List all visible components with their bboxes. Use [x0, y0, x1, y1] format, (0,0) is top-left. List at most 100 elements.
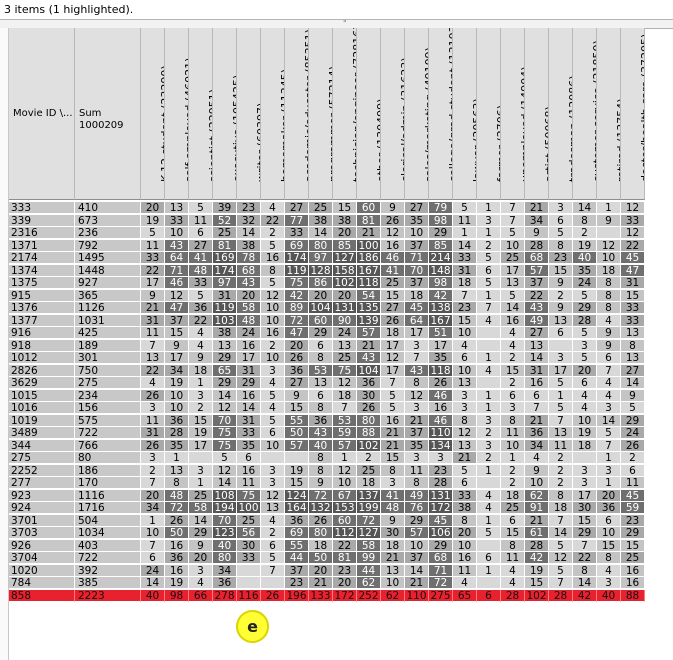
heatmap-cell: 127: [333, 252, 357, 264]
table-row[interactable]: 2826 750 22 34 18 65 31 3 36 53 75 104 17 43 118 10 4 15 3…: [9, 364, 645, 377]
table-row[interactable]: 918 189 7 9 4 13 16 2 20 6 13 21 17 3 17 4 4 13 3 9 8: [9, 339, 645, 352]
column-header-occupation[interactable]: executive (105425): [213, 28, 237, 200]
column-header-occupation[interactable]: technician/engineer (72816): [333, 28, 357, 200]
table-row[interactable]: 1371 792 11 43 27 81 38 5 69 80 85 100 16 37 85 14 2 10 28…: [9, 239, 645, 252]
movie-id-cell: 339: [9, 214, 75, 227]
heatmap-cell: 40: [309, 439, 333, 452]
table-row[interactable]: 916 425 11 15 4 38 24 16 47 29 24 57 18 17 51 10 4 27 6 5 9 1…: [9, 327, 645, 339]
table-row[interactable]: 275 80 3 1 5 6 8 1 2 15 3 3 21 2 1 4 2 1 2: [9, 452, 645, 464]
table-row[interactable]: 926 403 7 16 9 40 30 6 55 18 22 58 18 10 29 10 8 28 5 7 15 15: [9, 539, 645, 552]
column-header-movie-id[interactable]: Movie ID \...: [9, 28, 75, 200]
table-row[interactable]: 3701 504 1 26 14 70 25 4 36 26 60 72 9 29 45 8 1 6 21 7 15 6 2…: [9, 514, 645, 527]
heatmap-cell: 172: [429, 502, 453, 514]
table-row[interactable]: 1019 575 11 36 15 70 31 5 55 36 53 80 16 21 46 8 3 8 21 7 10…: [9, 414, 645, 427]
column-header-occupation[interactable]: college/grad student (131032): [429, 28, 453, 200]
heatmap-cell: 57: [405, 527, 429, 539]
heatmap-cell: 5: [573, 327, 597, 339]
column-header-occupation[interactable]: K-12 student (23290): [141, 28, 165, 200]
column-header-occupation[interactable]: customer service (21850): [573, 28, 597, 200]
heatmap-cell: 98: [165, 589, 189, 602]
table-row[interactable]: 1012 301 13 17 9 29 17 10 26 8 25 43 12 7 35 6 1 2 14 3 5 6 13: [9, 352, 645, 364]
heatmap-cell: 30: [573, 502, 597, 514]
heatmap-cell: 60: [357, 202, 381, 214]
table-row[interactable]: 924 1716 34 72 58 194 100 13 164 132 153 199 48 76 172…: [9, 502, 645, 514]
heatmap-cell: 110: [429, 427, 453, 439]
table-row[interactable]: 333 410 20 13 5 39 23 4 27 25 15 60 9 27 79 5 1 7 21 3 14 1 12: [9, 202, 645, 214]
heatmap-cell: 25: [357, 464, 381, 477]
heatmap-cell: 68: [237, 264, 261, 277]
heatmap-cell: 4: [141, 377, 165, 389]
column-header-occupation[interactable]: writer (60397): [237, 28, 261, 200]
heatmap-cell: 62: [357, 577, 381, 589]
movie-id-cell: 1015: [9, 389, 75, 402]
annotation-marker-e[interactable]: e: [236, 610, 269, 643]
table-row-highlighted[interactable]: 858 2223 40 98 66 278 116 26 196 133 172 252 62 110 27…: [9, 589, 645, 602]
heatmap-cell: 3: [573, 477, 597, 489]
heatmap-cell: 2: [261, 339, 285, 352]
column-header-occupation[interactable]: artist (50068): [525, 28, 549, 200]
heatmap-cell: 8: [453, 414, 477, 427]
table-row[interactable]: 1375 927 17 46 33 97 43 5 75 86 102 118 25 37 98 18 5 13 3…: [9, 277, 645, 289]
heatmap-cell: 102: [525, 589, 549, 602]
sum-header-total: 1000209: [79, 120, 124, 131]
column-header-occupation[interactable]: tradesman (12086): [549, 28, 573, 200]
heatmap-cell: 1: [549, 389, 573, 402]
table-row[interactable]: 1020 392 24 16 3 34 7 37 20 23 44 13 14 71 11 1 4 19 5 8 4 16: [9, 564, 645, 577]
heatmap-cell: 36: [189, 302, 213, 314]
heatmap-cell: 12: [261, 289, 285, 302]
heatmap-cell: 35: [237, 439, 261, 452]
table-row[interactable]: 1015 234 26 10 3 14 16 5 9 6 18 30 5 12 46 3 1 6 6 1 4 4 9: [9, 389, 645, 402]
heatmap-cell: 6: [597, 514, 621, 527]
heatmap-cell: 37: [405, 427, 429, 439]
table-row[interactable]: 3704 722 6 36 20 80 33 5 44 50 81 99 21 37 68 16 6 11 42 12…: [9, 552, 645, 564]
column-header-occupation[interactable]: doctor/health care (37205): [621, 28, 645, 200]
heatmap-cell: 102: [333, 277, 357, 289]
heatmap-cell: 2: [549, 289, 573, 302]
heatmap-cell: 14: [309, 227, 333, 239]
heatmap-cell: 9: [165, 339, 189, 352]
heatmap-cell: 36: [309, 414, 333, 427]
table-row[interactable]: 1374 1448 22 71 48 174 68 8 119 128 158 167 41 70 148 3…: [9, 264, 645, 277]
table-row[interactable]: 2316 236 5 10 6 25 14 2 33 14 20 21 12 10 29 1 1 5 9 5 2 12: [9, 227, 645, 239]
table-row[interactable]: 2174 1495 33 64 41 169 78 16 174 97 127 186 46 71 214 3…: [9, 252, 645, 264]
table-row[interactable]: 2252 186 2 13 3 12 16 3 19 8 12 25 8 11 23 5 1 2 9 2 3 3 6: [9, 464, 645, 477]
heatmap-cell: 18: [405, 289, 429, 302]
column-header-sum[interactable]: Sum 1000209: [75, 28, 141, 200]
table-row[interactable]: 3489 722 31 28 19 75 33 6 50 43 59 88 21 37 110 12 2 11 36…: [9, 427, 645, 439]
movie-id-cell: 918: [9, 339, 75, 352]
column-header-occupation[interactable]: other (130499): [357, 28, 381, 200]
table-row[interactable]: 339 673 19 33 11 52 32 22 77 38 38 81 26 35 98 11 3 7 34 6 8…: [9, 214, 645, 227]
column-header-occupation[interactable]: farmer (2706): [477, 28, 501, 200]
column-header-occupation[interactable]: lawyer (20563): [453, 28, 477, 200]
table-row[interactable]: 277 170 7 8 1 14 11 3 15 9 10 18 3 8 28 6 2 10 2 3 1 11: [9, 477, 645, 489]
heatmap-cell: 8: [405, 477, 429, 489]
column-header-occupation[interactable]: programmer (57214): [309, 28, 333, 200]
column-header-occupation[interactable]: homemaker (11345): [261, 28, 285, 200]
column-header-occupation[interactable]: retired (13754): [597, 28, 621, 200]
column-header-occupation[interactable]: clerical/admin (31623): [381, 28, 405, 200]
heatmap-cell: 14: [405, 564, 429, 577]
heatmap-cell: 4: [261, 514, 285, 527]
table-row[interactable]: 1376 1126 21 47 36 119 58 10 89 104 131 135 27 45 138 2…: [9, 302, 645, 314]
table-row[interactable]: 1016 156 3 10 2 12 14 4 15 8 7 26 5 3 16 3 1 3 7 5 4 3 5: [9, 402, 645, 414]
table-row[interactable]: 3703 1034 10 50 29 123 56 2 69 80 112 127 30 57 106 20 5…: [9, 527, 645, 539]
heatmap-cell: 21: [405, 414, 429, 427]
table-row[interactable]: 1377 1031 31 37 22 103 48 10 72 60 90 139 26 64 167 15 4…: [9, 314, 645, 327]
table-row[interactable]: 344 766 26 35 17 75 35 10 57 40 57 102 21 35 134 13 3 10 3…: [9, 439, 645, 452]
heatmap-cell: 5: [381, 402, 405, 414]
column-header-occupation[interactable]: scientist (22951): [189, 28, 213, 200]
column-header-occupation[interactable]: unemployed (14904): [501, 28, 525, 200]
table-row[interactable]: 923 1116 20 48 25 108 75 12 124 72 67 137 41 49 131 33 4…: [9, 489, 645, 502]
column-header-occupation[interactable]: self-employed (46021): [165, 28, 189, 200]
heatmap-cell: 27: [189, 239, 213, 252]
table-row[interactable]: 3629 275 4 19 1 29 29 4 27 13 12 36 7 8 26 13 2 16 5 6 4 14: [9, 377, 645, 389]
table-row[interactable]: 784 385 14 19 4 36 23 21 20 62 10 21 72 4 4 15 7 14 3 16: [9, 577, 645, 589]
table-row[interactable]: 915 365 9 12 5 31 20 12 42 20 20 54 15 18 42 7 1 5 22 2 5 8 15: [9, 289, 645, 302]
column-header-occupation[interactable]: sales/marketing (49109): [405, 28, 429, 200]
heatmap-cell: 8: [501, 539, 525, 552]
heatmap-cell: 40: [597, 589, 621, 602]
heatmap-cell: 45: [429, 514, 453, 527]
heatmap-cell: 128: [309, 264, 333, 277]
column-header-occupation[interactable]: academic/educator (85351): [285, 28, 309, 200]
heatmap-cell: 6: [453, 352, 477, 364]
